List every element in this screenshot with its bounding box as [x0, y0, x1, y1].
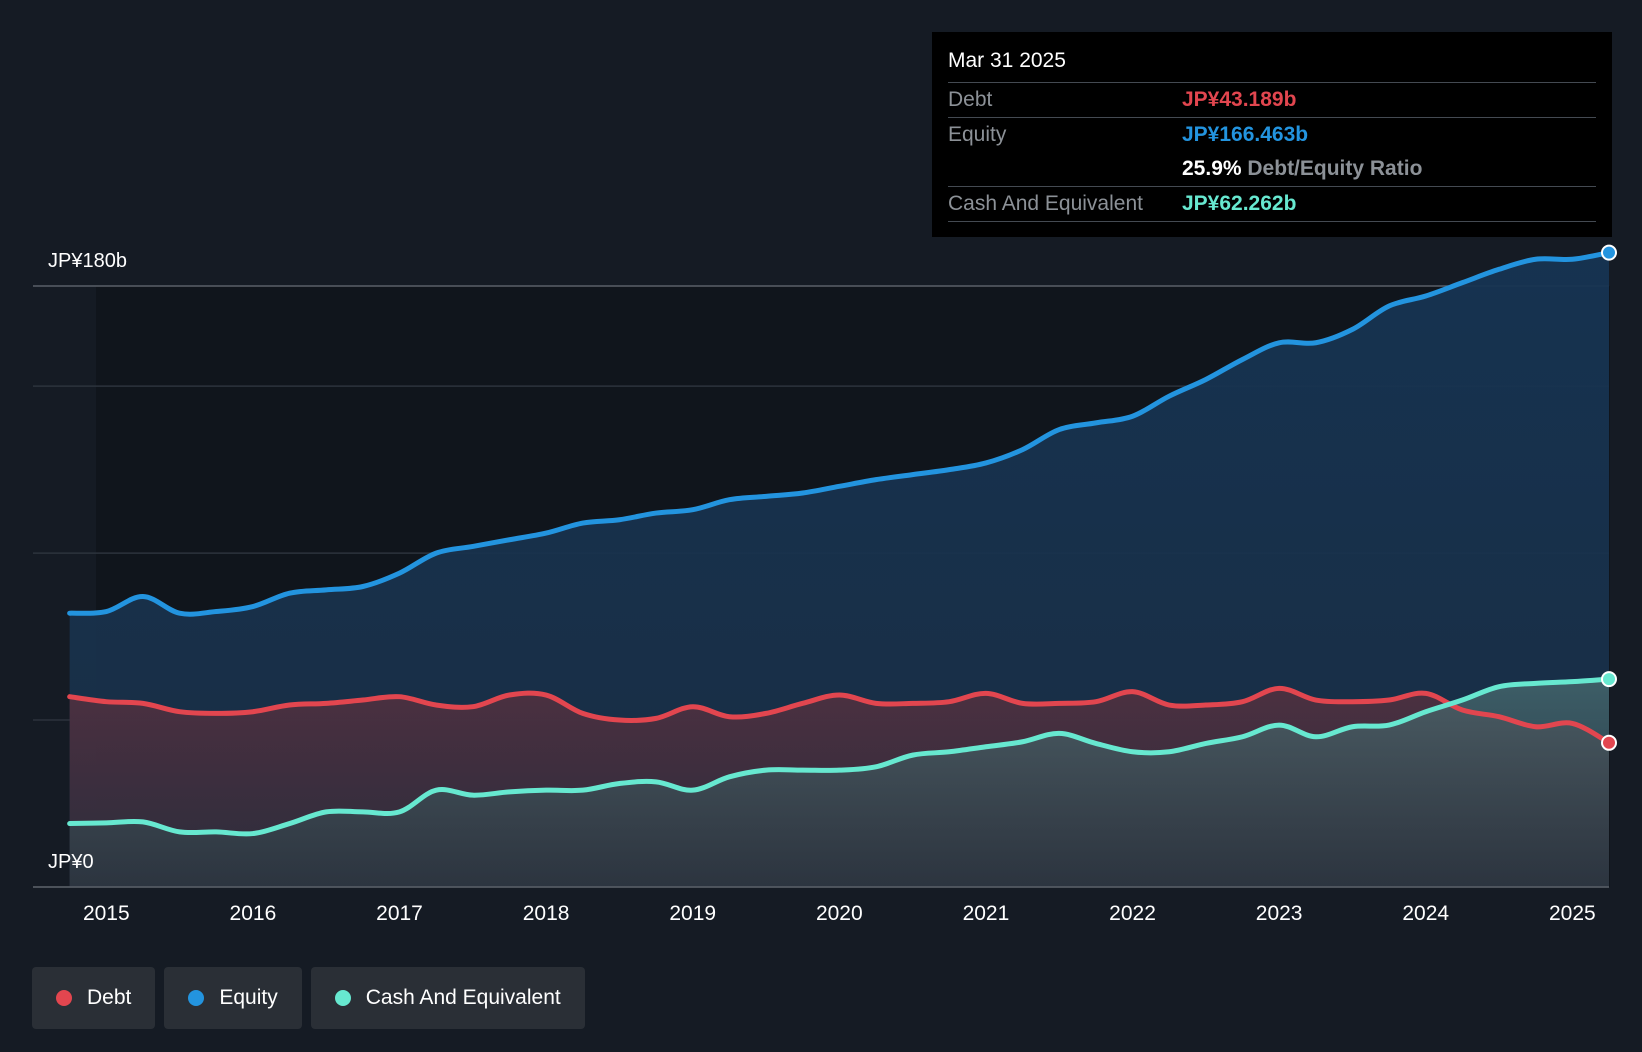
- cash-and-equivalent-end-marker: [1601, 671, 1617, 688]
- cash-and-equivalent-line: [67, 676, 1612, 837]
- legend-label-cash: Cash And Equivalent: [365, 986, 561, 1009]
- legend-item-debt[interactable]: Debt: [32, 967, 156, 1029]
- debt-line: [67, 685, 1612, 746]
- tooltip-cash-value: JP¥62.262b: [1182, 192, 1297, 215]
- x-tick-label: 2017: [376, 902, 423, 925]
- legend-item-equity[interactable]: Equity: [164, 967, 302, 1029]
- x-axis-ticks: 2015 2016 2017 2018 2019 2020 2021 2022 2023 2024…: [33, 886, 1609, 925]
- x-tick-label: 2016: [230, 902, 277, 925]
- tooltip-equity-row: Equity JP¥166.463b: [948, 117, 1596, 152]
- data-tooltip: Mar 31 2025 Debt JP¥43.189b Equity JP¥16…: [932, 32, 1612, 237]
- legend-label-debt: Debt: [87, 986, 132, 1009]
- x-tick-label: 2015: [83, 902, 130, 925]
- tooltip-date: Mar 31 2025: [948, 49, 1066, 72]
- equity-line: [67, 250, 1612, 617]
- tooltip-debt-value: JP¥43.189b: [1182, 88, 1297, 111]
- cash-and-equivalent-area: [69, 679, 1610, 887]
- legend-item-cash[interactable]: Cash And Equivalent: [310, 967, 585, 1029]
- y-axis-top-label: JP¥180b: [48, 250, 127, 272]
- debt-end-marker: [1601, 734, 1617, 751]
- x-tick-label: 2019: [669, 902, 716, 925]
- tooltip-debt-label: Debt: [948, 88, 993, 111]
- x-tick-label: 2020: [816, 902, 863, 925]
- legend: Debt Equity Cash And Equivalent: [32, 967, 585, 1029]
- x-tick-label: 2023: [1256, 902, 1303, 925]
- tooltip-cash-row: Cash And Equivalent JP¥62.262b: [948, 186, 1596, 222]
- tooltip-ratio-value: 25.9%: [1182, 157, 1242, 180]
- legend-label-equity: Equity: [219, 986, 278, 1009]
- series-lines: [67, 250, 1612, 837]
- x-tick-label: 2018: [523, 902, 570, 925]
- x-tick-label: 2024: [1402, 902, 1449, 925]
- end-markers: [1601, 244, 1617, 751]
- x-tick-label: 2022: [1109, 902, 1156, 925]
- tooltip-debt-row: Debt JP¥43.189b: [948, 82, 1596, 117]
- x-tick-label: 2021: [963, 902, 1010, 925]
- tooltip-ratio-row: 25.9% Debt/Equity Ratio: [948, 152, 1596, 186]
- tooltip-equity-value: JP¥166.463b: [1182, 123, 1309, 146]
- tooltip-cash-label: Cash And Equivalent: [948, 192, 1143, 215]
- tooltip-equity-label: Equity: [948, 123, 1007, 146]
- tooltip-ratio-label: Debt/Equity Ratio: [1247, 157, 1423, 180]
- cash-dot-icon: [334, 990, 351, 1006]
- equity-end-marker: [1601, 244, 1617, 261]
- x-tick-label: 2025: [1549, 902, 1596, 925]
- y-axis-bottom-label: JP¥0: [48, 851, 94, 873]
- equity-dot-icon: [188, 990, 205, 1006]
- debt-dot-icon: [56, 990, 72, 1006]
